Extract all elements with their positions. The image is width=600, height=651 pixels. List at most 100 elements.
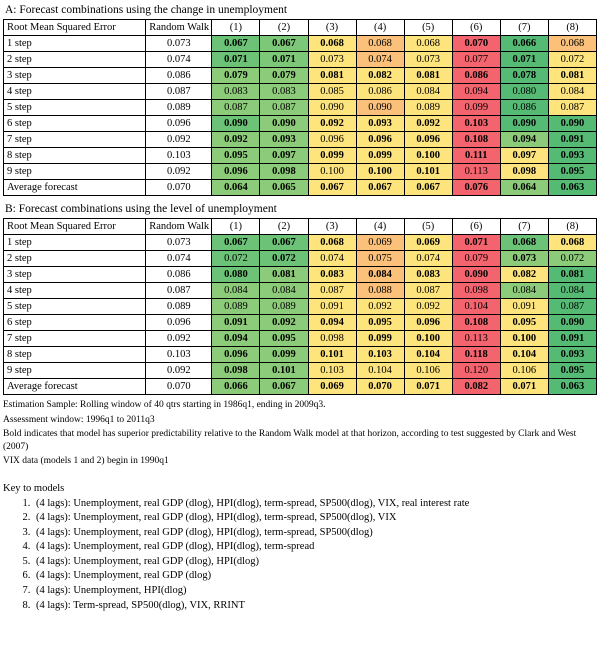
key-model-item: (4 lags): Unemployment, real GDP (dlog),… [33, 526, 597, 541]
rmse-cell: 0.091 [499, 298, 549, 315]
row-label: 9 step [2, 163, 147, 180]
rmse-cell: 0.076 [451, 179, 501, 196]
header-random-walk: Random Walk [145, 19, 213, 36]
rmse-cell: 0.101 [307, 346, 357, 363]
rmse-cell: 0.090 [355, 99, 405, 116]
rmse-cell: 0.111 [451, 147, 501, 164]
random-walk-value: 0.089 [145, 99, 213, 116]
row-label: 5 step [2, 99, 147, 116]
rmse-cell: 0.086 [355, 83, 405, 100]
rmse-cell: 0.100 [355, 163, 405, 180]
header-model-6: (6) [451, 19, 501, 36]
rmse-cell: 0.084 [211, 282, 261, 299]
rmse-cell: 0.108 [451, 314, 501, 331]
rmse-cell: 0.096 [307, 131, 357, 148]
rmse-cell: 0.069 [403, 234, 453, 251]
rmse-cell: 0.104 [403, 346, 453, 363]
random-walk-value: 0.092 [145, 163, 213, 180]
random-walk-value: 0.074 [145, 250, 213, 267]
row-label: 6 step [2, 314, 147, 331]
rmse-cell: 0.067 [307, 179, 357, 196]
rmse-cell: 0.084 [403, 83, 453, 100]
table-row: 6 step 0.096 0.091 0.092 0.094 0.095 0.096 0.10… [2, 314, 598, 331]
header-model-1: (1) [211, 19, 261, 36]
rmse-cell: 0.099 [355, 330, 405, 347]
header-model-1: (1) [211, 218, 261, 235]
rmse-cell: 0.068 [547, 234, 598, 251]
rmse-cell: 0.087 [307, 282, 357, 299]
rmse-cell: 0.071 [499, 378, 549, 395]
random-walk-value: 0.092 [145, 362, 213, 379]
table-row: 1 step 0.073 0.067 0.067 0.068 0.068 0.068 0.07… [2, 35, 598, 52]
rmse-cell: 0.103 [355, 346, 405, 363]
rmse-cell: 0.099 [307, 147, 357, 164]
header-model-7: (7) [499, 19, 549, 36]
rmse-cell: 0.096 [403, 131, 453, 148]
key-model-item: (4 lags): Unemployment, real GDP (dlog) [33, 569, 597, 584]
rmse-cell: 0.097 [259, 147, 309, 164]
key-model-item: (4 lags): Unemployment, real GDP (dlog),… [33, 540, 597, 555]
rmse-cell: 0.068 [547, 35, 598, 52]
rmse-cell: 0.090 [547, 314, 598, 331]
row-label: 2 step [2, 250, 147, 267]
rmse-cell: 0.071 [403, 378, 453, 395]
rmse-cell: 0.094 [307, 314, 357, 331]
rmse-cell: 0.084 [547, 83, 598, 100]
rmse-cell: 0.099 [259, 346, 309, 363]
footnote-line: Assessment window: 1996q1 to 2011q3 [3, 414, 155, 425]
rmse-cell: 0.081 [403, 67, 453, 84]
key-to-models-heading: Key to models [3, 482, 65, 494]
rmse-cell: 0.099 [355, 147, 405, 164]
rmse-cell: 0.100 [499, 330, 549, 347]
header-model-2: (2) [259, 218, 309, 235]
rmse-cell: 0.072 [547, 250, 598, 267]
table-row: 2 step 0.074 0.071 0.071 0.073 0.074 0.073 0.07… [2, 51, 598, 68]
rmse-cell: 0.082 [451, 378, 501, 395]
rmse-cell: 0.082 [499, 266, 549, 283]
rmse-cell: 0.067 [211, 35, 261, 52]
rmse-cell: 0.090 [259, 115, 309, 132]
rmse-cell: 0.068 [499, 234, 549, 251]
random-walk-value: 0.070 [145, 179, 213, 196]
rmse-cell: 0.081 [547, 266, 598, 283]
random-walk-value: 0.087 [145, 282, 213, 299]
rmse-cell: 0.071 [499, 51, 549, 68]
rmse-cell: 0.069 [355, 234, 405, 251]
rmse-cell: 0.080 [211, 266, 261, 283]
table-row: 7 step 0.092 0.094 0.095 0.098 0.099 0.100 0.11… [2, 330, 598, 347]
rmse-cell: 0.090 [211, 115, 261, 132]
table-row: Average forecast 0.070 0.064 0.065 0.067 0.06… [2, 179, 598, 196]
key-model-item: (4 lags): Unemployment, real GDP (dlog),… [33, 497, 597, 512]
row-label: 8 step [2, 147, 147, 164]
random-walk-value: 0.086 [145, 266, 213, 283]
rmse-cell: 0.081 [259, 266, 309, 283]
row-label: 2 step [2, 51, 147, 68]
rmse-cell: 0.104 [451, 298, 501, 315]
panel-a-table: Root Mean Squared Error Random Walk (1)(… [2, 19, 598, 196]
rmse-cell: 0.104 [499, 346, 549, 363]
rmse-cell: 0.093 [547, 346, 598, 363]
rmse-cell: 0.087 [259, 99, 309, 116]
rmse-cell: 0.079 [259, 67, 309, 84]
rmse-cell: 0.090 [547, 115, 598, 132]
rmse-cell: 0.100 [403, 330, 453, 347]
table-row: 8 step 0.103 0.095 0.097 0.099 0.099 0.100 0.11… [2, 147, 598, 164]
random-walk-value: 0.089 [145, 298, 213, 315]
rmse-cell: 0.087 [547, 298, 598, 315]
random-walk-value: 0.070 [145, 378, 213, 395]
rmse-cell: 0.093 [259, 131, 309, 148]
rmse-cell: 0.100 [403, 147, 453, 164]
key-model-item: (4 lags): Unemployment, real GDP (dlog),… [33, 555, 597, 570]
rmse-cell: 0.093 [355, 115, 405, 132]
row-label: 3 step [2, 67, 147, 84]
rmse-cell: 0.073 [499, 250, 549, 267]
rmse-cell: 0.071 [259, 51, 309, 68]
rmse-cell: 0.067 [403, 179, 453, 196]
rmse-cell: 0.095 [547, 163, 598, 180]
key-model-item: (4 lags): Unemployment, HPI(dlog) [33, 584, 597, 599]
header-model-8: (8) [547, 19, 598, 36]
random-walk-value: 0.092 [145, 131, 213, 148]
rmse-cell: 0.089 [403, 99, 453, 116]
rmse-cell: 0.098 [211, 362, 261, 379]
